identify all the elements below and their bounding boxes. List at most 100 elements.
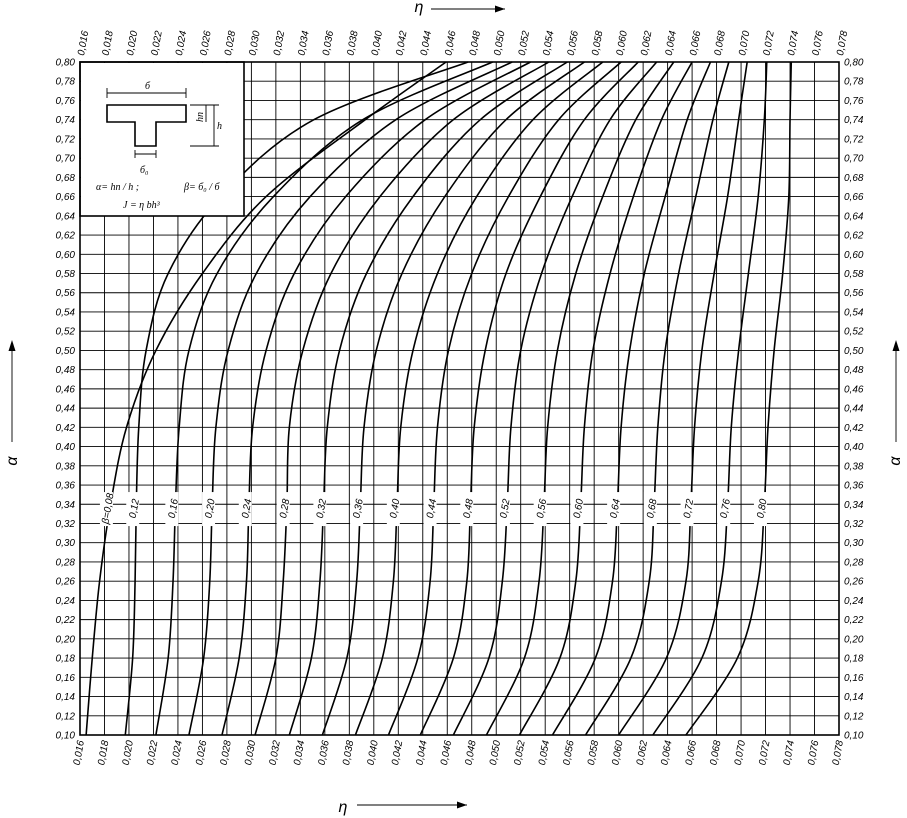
y-tick-label-left: 0,30 [56, 538, 76, 549]
y-tick-label-right: 0,78 [844, 77, 864, 88]
curve-label-backdrop [165, 492, 179, 527]
curve-labels: β=0,08 0,12 0,16 0,20 0,24 0,28 0,32 0,36 0,40 0,… [99, 492, 770, 527]
y-tick-label-left: 0,78 [56, 77, 76, 88]
inset-h-label: h [217, 121, 222, 132]
beta-curve [254, 61, 550, 736]
y-tick-label-right: 0,58 [844, 269, 864, 280]
curve-label: 0,28 [278, 498, 292, 520]
x-tick-label-bottom: 0,076 [806, 739, 821, 766]
beta-curve [221, 61, 531, 736]
y-tick-label-right: 0,72 [844, 134, 864, 145]
y-tick-label-left: 0,10 [56, 731, 76, 742]
y-tick-label-left: 0,24 [56, 596, 76, 607]
x-tick-label-top: 0,028 [223, 30, 238, 57]
curve-label: 0,52 [498, 498, 512, 520]
x-tick-label-bottom: 0,066 [684, 739, 699, 766]
x-tick-label-bottom: 0,050 [488, 739, 503, 766]
y-tick-label-right: 0,74 [844, 115, 864, 126]
beta-curve [354, 61, 604, 736]
y-tick-label-right: 0,76 [844, 96, 864, 107]
curve-label-backdrop [276, 492, 290, 527]
curve-label-backdrop [496, 492, 510, 527]
curve-label-backdrop [570, 492, 584, 527]
x-tick-label-bottom: 0,052 [512, 739, 527, 766]
curve-label: 0,32 [315, 498, 329, 520]
inset-frame [79, 61, 245, 217]
y-tick-label-right: 0,52 [844, 327, 864, 338]
x-tick-label-bottom: 0,074 [782, 739, 797, 766]
y-tick-label-left: 0,64 [56, 211, 76, 222]
x-tick-label-bottom: 0,038 [341, 739, 356, 766]
x-tick-label-bottom: 0,036 [317, 739, 332, 766]
y-tick-label-right: 0,62 [844, 231, 864, 242]
x-tick-label-top: 0,076 [811, 30, 826, 57]
x-tick-label-bottom: 0,056 [561, 739, 576, 766]
beta-curve [387, 61, 622, 736]
x-tick-label-top: 0,032 [272, 30, 287, 57]
curve-label: 0,40 [388, 498, 402, 520]
x-tick-label-bottom: 0,024 [170, 739, 185, 766]
y-tick-label-left: 0,38 [56, 461, 76, 472]
x-tick-label-top: 0,024 [174, 30, 189, 57]
top-arrow-head-icon [495, 5, 505, 13]
x-tick-label-bottom: 0,068 [708, 739, 723, 766]
curve-label-backdrop [460, 492, 474, 527]
curve-label: 0,80 [755, 498, 769, 520]
x-tick-label-bottom: 0,034 [292, 739, 307, 766]
y-tick-label-left: 0,18 [56, 654, 76, 665]
y-tick-label-left: 0,22 [56, 615, 76, 626]
y-tick-label-left: 0,50 [56, 346, 76, 357]
right-y-axis-title: α [887, 340, 904, 466]
top-x-axis-title: η [415, 0, 505, 16]
beta-curve [584, 61, 730, 736]
curve-label-backdrop [533, 492, 547, 527]
right-arrow-head-icon [892, 340, 900, 351]
curve-label: 0,64 [609, 498, 623, 520]
y-tick-label-right: 0,18 [844, 654, 864, 665]
y-tick-label-left: 0,34 [56, 500, 76, 511]
curve-label: 0,16 [167, 498, 181, 520]
y-tick-label-left: 0,56 [56, 288, 76, 299]
bottom-x-axis-symbol: η [339, 799, 348, 816]
y-tick-label-left: 0,72 [56, 134, 76, 145]
curve-label: 0,36 [352, 498, 366, 520]
curve-label-backdrop [717, 492, 731, 527]
y-tick-label-right: 0,60 [844, 250, 864, 261]
y-tick-label-right: 0,22 [844, 615, 864, 626]
y-tick-label-left: 0,14 [56, 692, 76, 703]
y-tick-label-left: 0,62 [56, 231, 76, 242]
x-tick-label-top: 0,046 [443, 30, 458, 57]
y-tick-label-left: 0,70 [56, 154, 76, 165]
x-tick-label-top: 0,048 [468, 30, 483, 57]
y-tick-label-right: 0,30 [844, 538, 864, 549]
x-tick-label-top: 0,066 [688, 30, 703, 57]
y-tick-label-left: 0,80 [56, 58, 76, 69]
x-tick-label-top: 0,072 [762, 30, 777, 57]
curve-label: 0,44 [425, 498, 439, 520]
y-tick-label-right: 0,14 [844, 692, 864, 703]
x-tick-label-bottom: 0,020 [121, 739, 136, 766]
y-tick-label-left: 0,68 [56, 173, 76, 184]
y-tick-label-left: 0,60 [56, 250, 76, 261]
beta-curve [288, 61, 568, 736]
y-tick-label-left: 0,26 [56, 577, 76, 588]
y-tick-label-right: 0,50 [844, 346, 864, 357]
y-tick-label-right: 0,28 [844, 557, 864, 568]
y-tick-label-left: 0,42 [56, 423, 76, 434]
x-tick-label-bottom: 0,064 [659, 739, 674, 766]
curve-label-backdrop [313, 492, 327, 527]
y-tick-label-right: 0,70 [844, 154, 864, 165]
x-tick-label-bottom: 0,044 [415, 739, 430, 766]
inset-panel: б hп h б₀ α= hп / h ; β= б₀ / б J = η bh… [79, 61, 245, 217]
curve-label-backdrop [202, 492, 216, 527]
left-arrow-head-icon [8, 340, 16, 351]
y-tick-label-right: 0,24 [844, 596, 864, 607]
tick-labels: 0,016 0,016 0,018 0,018 0,020 0,020 0,022 0,022… [56, 30, 864, 767]
x-tick-label-bottom: 0,028 [219, 739, 234, 766]
x-tick-label-top: 0,078 [835, 30, 850, 57]
y-tick-label-right: 0,34 [844, 500, 864, 511]
x-tick-label-top: 0,068 [713, 30, 728, 57]
beta-curve [124, 61, 469, 736]
y-tick-label-left: 0,46 [56, 384, 76, 395]
